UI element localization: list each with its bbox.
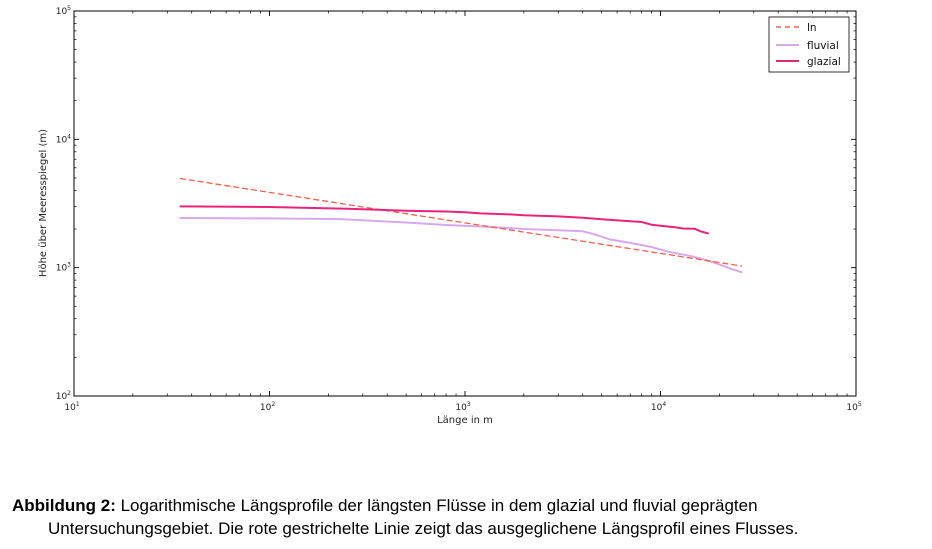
figure-caption: Abbildung 2: Logarithmische Längsprofile… (12, 494, 924, 540)
y-tick-label: 102 (56, 390, 71, 402)
caption-line-1: Abbildung 2: Logarithmische Längsprofile… (12, 494, 924, 517)
series-line-glazial (179, 205, 709, 235)
legend-label-ln: ln (807, 22, 817, 34)
legend-label-glazial: glazial (807, 56, 841, 68)
x-axis-label: Länge in m (437, 415, 493, 426)
y-axis-label: Höhe über Meeresspiegel (m) (38, 129, 49, 277)
x-tick-label: 103 (455, 401, 470, 413)
series-lines (179, 177, 743, 274)
y-tick-label: 104 (56, 133, 71, 145)
y-tick-label: 105 (56, 5, 71, 17)
x-tick-label: 104 (651, 401, 666, 413)
plot-area-frame (73, 10, 857, 397)
caption-text-2: Untersuchungsgebiet. Die rote gestrichel… (48, 519, 799, 538)
legend-label-fluvial: fluvial (807, 40, 839, 52)
x-tick-label: 105 (846, 401, 861, 413)
caption-text-1: Logarithmische Längsprofile der längsten… (115, 496, 758, 515)
x-tick-label: 101 (64, 401, 79, 413)
y-tick-label: 103 (56, 262, 71, 274)
x-tick-label: 102 (260, 401, 275, 413)
series-line-ln (179, 177, 743, 267)
legend: ln fluvial glazial (768, 16, 850, 73)
caption-label: Abbildung 2: (12, 496, 116, 515)
